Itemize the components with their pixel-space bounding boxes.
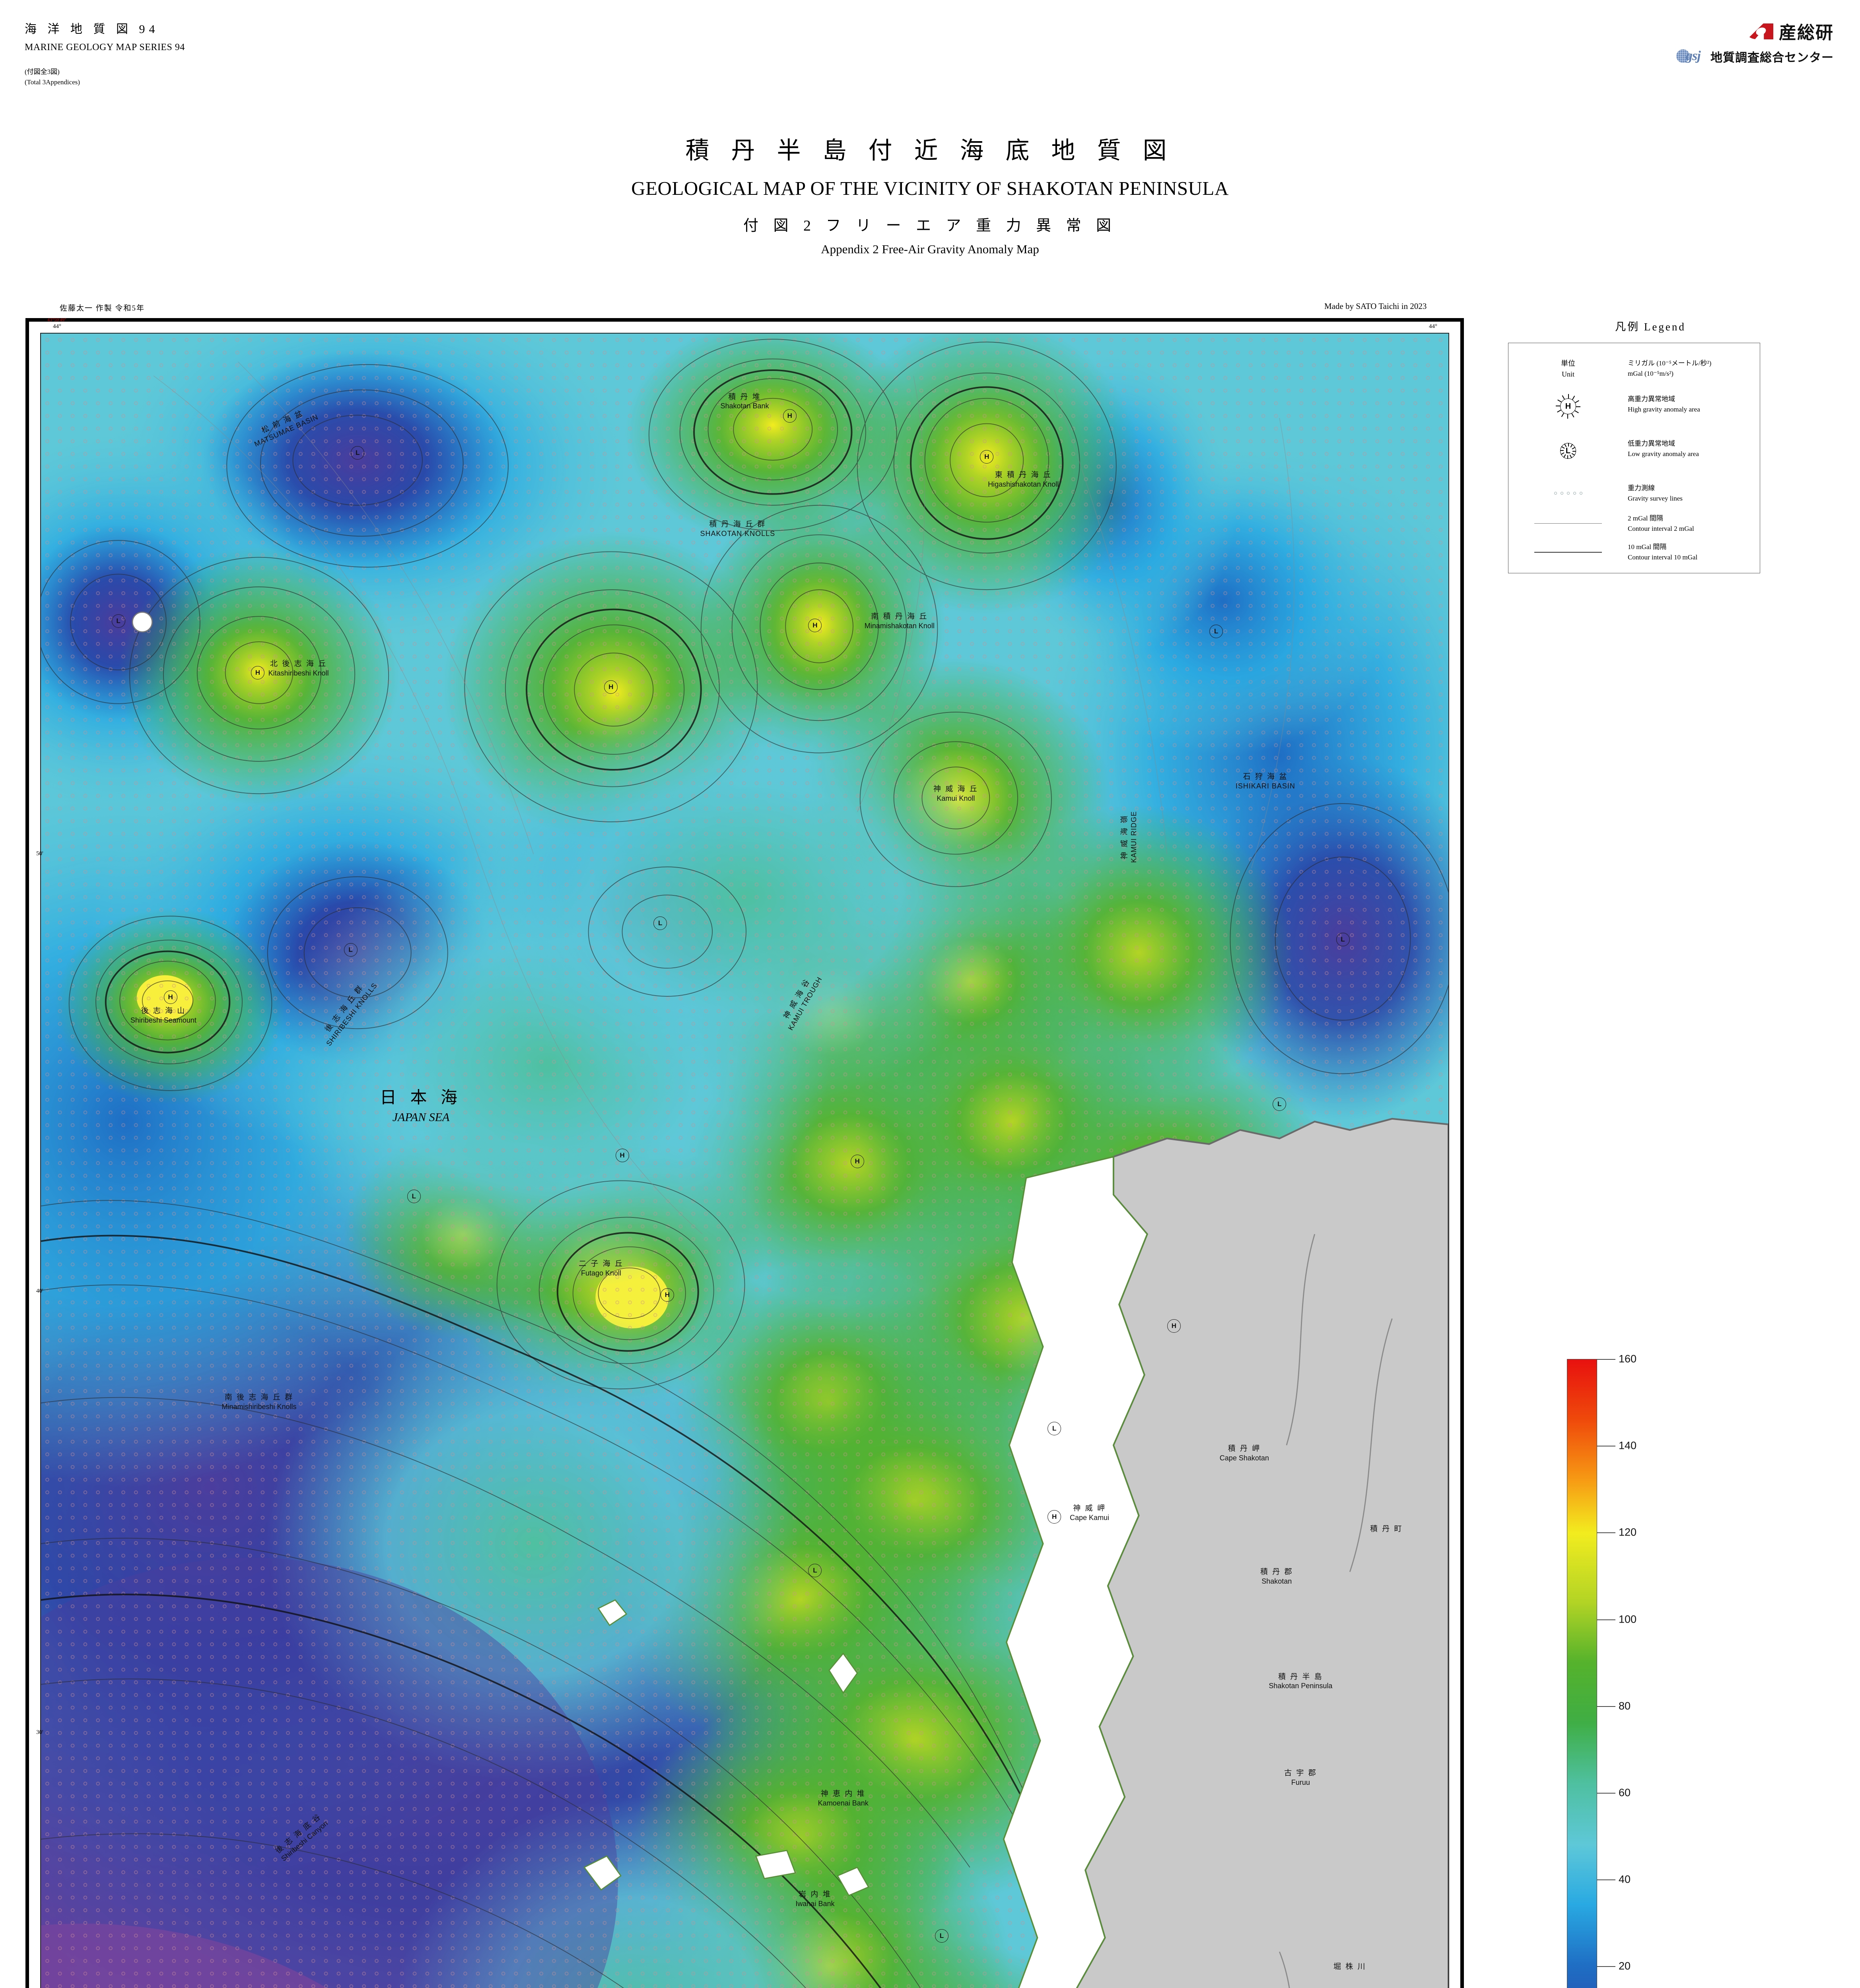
byline-jp: 佐藤太一 作製 令和5年 (60, 304, 145, 313)
appendix-note-en: (Total 3Appendices) (25, 78, 80, 86)
colorbar-gradient (1567, 1359, 1597, 1988)
high-anomaly-marker: H (1167, 1319, 1181, 1333)
legend-row-survey: 重力測線 Gravity survey lines (1508, 483, 1760, 503)
coastal-strip (1003, 1156, 1148, 1988)
byline-en: Made by SATO Taichi in 2023 (1324, 301, 1427, 311)
low-anomaly-marker: L (1273, 1097, 1287, 1111)
high-anomaly-marker: H (808, 618, 822, 632)
neatline-lat-tl: 44° (53, 323, 61, 330)
series-title-en: MARINE GEOLOGY MAP SERIES 94 (25, 42, 185, 52)
colorbar-tick (1597, 1706, 1615, 1707)
colorbar-tick-label: 140 (1619, 1439, 1637, 1452)
aist-swoosh-icon (1747, 22, 1773, 40)
gsj-logo-label: 地質調査総合センター (1710, 51, 1834, 64)
legend-title: 凡例 Legend (1615, 321, 1686, 333)
page-title-en: GEOLOGICAL MAP OF THE VICINITY OF SHAKOT… (631, 177, 1229, 199)
colorbar-tick (1597, 1879, 1615, 1881)
neatline-lat-tl-wgs: 43°59'49" (47, 317, 66, 322)
neatline-lat-l1: 50' (36, 850, 43, 857)
low-anomaly-marker: L (111, 614, 125, 628)
high-anomaly-marker: H (783, 409, 797, 423)
low-anomaly-marker: L (1209, 625, 1223, 639)
series-block: 海 洋 地 質 図 94 MARINE GEOLOGY MAP SERIES 9… (25, 19, 185, 53)
map-frame: 松 前 海 盆 MATSUMAE BASIN 積 丹 堆 Shakotan Bank 東… (25, 317, 1464, 1988)
high-anomaly-marker: H (1048, 1510, 1061, 1524)
page-subtitle-en: Appendix 2 Free-Air Gravity Anomaly Map (821, 242, 1039, 256)
high-anomaly-marker: H (850, 1155, 864, 1169)
colorbar-tick-label: 100 (1619, 1613, 1637, 1625)
colorbar-tick (1597, 1532, 1615, 1534)
colorbar-tick (1597, 1792, 1615, 1794)
low-anomaly-icon: L (1508, 439, 1628, 463)
low-anomaly-marker: L (407, 1190, 421, 1204)
legend-unit-jp: 単位 (1561, 359, 1575, 367)
high-anomaly-marker: H (604, 680, 618, 694)
high-anomaly-marker: H (251, 666, 264, 679)
survey-line-icon (1508, 483, 1628, 503)
legend-unit-label: 単位 Unit (1508, 358, 1628, 380)
gsj-letters-label: gsj (1686, 49, 1701, 63)
gsj-globe-icon: gsj (1676, 49, 1706, 64)
colorbar-tick (1597, 1359, 1615, 1360)
series-title-jp: 海 洋 地 質 図 94 (25, 23, 159, 36)
legend-row-contour10: 10 mGal 間隔 Contour interval 10 mGal (1508, 542, 1760, 562)
high-anomaly-marker: H (615, 1148, 629, 1162)
colorbar-tick-label: 160 (1619, 1353, 1637, 1365)
colorbar-tick-label: 60 (1619, 1786, 1631, 1799)
colorbar-tick-label: 80 (1619, 1700, 1631, 1712)
contour-2mgal-icon (1508, 513, 1628, 534)
colorbar-tick-label: 120 (1619, 1526, 1637, 1538)
legend-row-low: L 低重力異常地域 Low gravity anomaly area (1508, 439, 1760, 463)
low-anomaly-marker: L (1336, 933, 1350, 947)
legend-box: 単位 Unit ミリガル (10⁻⁵メートル/秒²) mGal (10⁻⁵m/s… (1508, 343, 1760, 573)
low-anomaly-marker: L (808, 1563, 822, 1577)
neatline-lat-l2: 40' (36, 1288, 43, 1294)
appendix-note: (付図全3図) (Total 3Appendices) (25, 67, 80, 88)
aist-logo-label: 産総研 (1779, 23, 1834, 43)
legend-row-unit: 単位 Unit ミリガル (10⁻⁵メートル/秒²) mGal (10⁻⁵m/s… (1508, 358, 1760, 380)
aist-logo: 産総研 (1555, 18, 1834, 44)
high-anomaly-icon: H (1508, 394, 1628, 419)
colorbar-tick-label: 20 (1619, 1960, 1631, 1972)
organization-logo: 産総研 gsj 地質調査総合センター (1555, 18, 1834, 65)
page-subtitle-jp: 付 図 2 フ リ ー エ ア 重 力 異 常 図 (743, 217, 1117, 234)
page-title-jp: 積 丹 半 島 付 近 海 底 地 質 図 (685, 138, 1175, 164)
high-anomaly-marker: H (163, 990, 177, 1004)
low-anomaly-marker: L (344, 943, 358, 957)
legend-contour10-text: 10 mGal 間隔 Contour interval 10 mGal (1628, 543, 1698, 561)
sea-name-en: JAPAN SEA (392, 1110, 450, 1124)
legend-low-text: 低重力異常地域 Low gravity anomaly area (1628, 440, 1699, 458)
legend-survey-text: 重力測線 Gravity survey lines (1628, 484, 1683, 502)
contour-10mgal-icon (1508, 542, 1628, 562)
gravity-anomaly-raster (41, 334, 1448, 1988)
low-anomaly-marker: L (935, 1929, 948, 1943)
legend-contour2-text: 2 mGal 間隔 Contour interval 2 mGal (1628, 514, 1694, 532)
map-viewport[interactable]: 松 前 海 盆 MATSUMAE BASIN 積 丹 堆 Shakotan Bank 東… (40, 333, 1449, 1988)
high-anomaly-marker: H (980, 450, 994, 464)
colorbar-tick (1597, 1619, 1615, 1620)
low-anomaly-marker: L (1048, 1422, 1061, 1435)
legend-row-contour2: 2 mGal 間隔 Contour interval 2 mGal (1508, 513, 1760, 534)
legend-unit-value: ミリガル (10⁻⁵メートル/秒²) mGal (10⁻⁵m/s²) (1628, 359, 1712, 377)
legend-row-high: H 高重力異常地域 High gravity anomaly area (1508, 394, 1760, 419)
sea-name-jp: 日 本 海 (380, 1089, 463, 1107)
gsj-logo: gsj 地質調査総合センター (1555, 48, 1834, 65)
sea-name-label: 日 本 海 JAPAN SEA (380, 1084, 462, 1124)
title-block: 積 丹 半 島 付 近 海 底 地 質 図 GEOLOGICAL MAP OF … (0, 131, 1860, 256)
high-anomaly-marker: H (660, 1288, 674, 1302)
low-anomaly-marker: L (351, 446, 365, 460)
low-anomaly-marker: L (653, 916, 667, 930)
colorbar: 160140120100806040200-20-40-60 単位 ミリガル (… (1567, 1353, 1774, 1988)
legend-unit-en: Unit (1561, 370, 1574, 378)
colorbar-tick (1597, 1966, 1615, 1967)
legend-high-text: 高重力異常地域 High gravity anomaly area (1628, 395, 1700, 413)
neatline-lat-l3: 30' (36, 1729, 43, 1736)
neatline-lat-tr: 44° (1429, 323, 1437, 330)
colorbar-tick-label: 40 (1619, 1873, 1631, 1885)
appendix-note-jp: (付図全3図) (25, 68, 60, 76)
